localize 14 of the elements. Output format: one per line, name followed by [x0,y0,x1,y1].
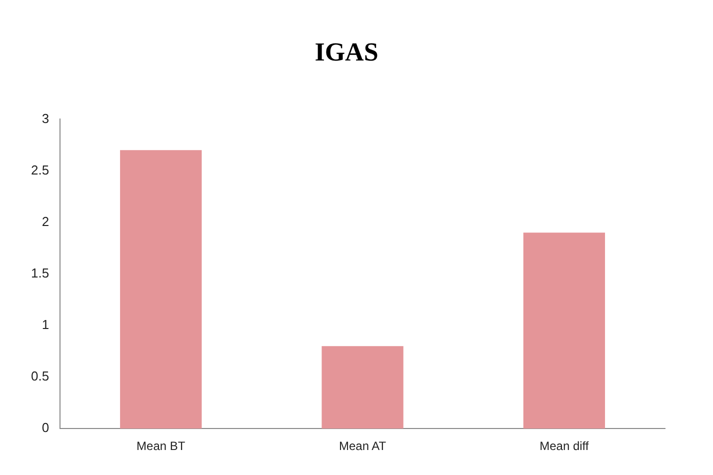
y-tick-label: 3 [42,110,50,126]
bar [322,346,404,429]
bar [120,150,202,429]
bar [523,232,606,429]
y-tick-label: 2 [42,214,50,229]
x-tick-label: Mean BT [136,439,186,454]
x-tick-label: Mean AT [338,439,387,454]
x-tick-label: Mean diff [540,439,590,454]
y-tick-label: 0 [42,420,50,436]
y-tick-label: 2.5 [30,162,50,178]
y-tick-label: 1 [42,317,50,332]
y-tick-label: 1.5 [30,265,50,280]
chart-title: IGAS [314,37,378,66]
y-tick-label: 0.5 [30,368,50,384]
